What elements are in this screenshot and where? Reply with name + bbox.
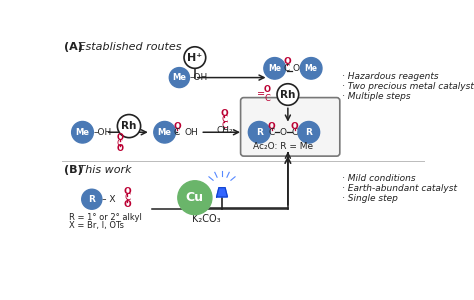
Text: O: O xyxy=(220,109,228,118)
Text: Established routes: Established routes xyxy=(75,42,181,52)
Text: O: O xyxy=(264,85,271,94)
Text: This work: This work xyxy=(75,165,131,175)
Text: C: C xyxy=(221,115,228,124)
Circle shape xyxy=(118,115,141,138)
Circle shape xyxy=(248,122,270,143)
Text: =: = xyxy=(257,89,265,100)
Text: C: C xyxy=(174,128,180,137)
Text: CH₂: CH₂ xyxy=(216,126,233,135)
Text: (A): (A) xyxy=(64,42,83,52)
Text: O: O xyxy=(292,64,299,73)
Text: Me: Me xyxy=(305,64,318,73)
Text: O: O xyxy=(116,144,123,153)
Text: Ac₂O: R = Me: Ac₂O: R = Me xyxy=(253,142,313,151)
Text: Me: Me xyxy=(173,73,186,82)
Text: C: C xyxy=(292,128,298,137)
Text: C: C xyxy=(284,64,290,73)
Text: C: C xyxy=(264,94,270,103)
Text: C: C xyxy=(124,193,130,202)
Text: O: O xyxy=(291,122,299,130)
Text: Me: Me xyxy=(158,128,172,137)
Circle shape xyxy=(277,84,299,105)
Text: Rh: Rh xyxy=(121,121,137,131)
Text: · Two precious metal catalysts: · Two precious metal catalysts xyxy=(342,82,474,91)
Text: · Mild conditions: · Mild conditions xyxy=(342,174,416,183)
FancyBboxPatch shape xyxy=(241,98,340,156)
Text: C: C xyxy=(221,121,228,130)
Text: OH: OH xyxy=(185,128,199,137)
Text: K₂CO₃: K₂CO₃ xyxy=(192,214,221,224)
Text: Me: Me xyxy=(268,64,281,73)
Text: · Multiple steps: · Multiple steps xyxy=(342,92,411,100)
Text: O: O xyxy=(124,200,131,209)
Polygon shape xyxy=(217,188,228,197)
Text: R: R xyxy=(305,128,312,137)
Circle shape xyxy=(154,122,175,143)
Text: – X: – X xyxy=(102,195,115,204)
Text: O: O xyxy=(116,133,123,142)
Text: Rh: Rh xyxy=(280,89,296,100)
Circle shape xyxy=(178,181,212,214)
Text: Me: Me xyxy=(75,128,90,137)
Text: R: R xyxy=(256,128,263,137)
Text: O: O xyxy=(124,187,131,196)
Circle shape xyxy=(184,47,206,68)
Text: (B): (B) xyxy=(64,165,82,175)
Text: H⁺: H⁺ xyxy=(187,52,202,63)
Circle shape xyxy=(72,122,93,143)
Text: O: O xyxy=(173,122,181,130)
Text: O: O xyxy=(283,57,291,66)
Circle shape xyxy=(82,189,102,209)
Circle shape xyxy=(300,58,322,79)
Text: R = 1° or 2° alkyl: R = 1° or 2° alkyl xyxy=(69,213,141,222)
Text: O: O xyxy=(280,128,287,137)
Text: C: C xyxy=(117,139,123,148)
Text: R: R xyxy=(88,195,95,204)
Text: X = Br, I, OTs: X = Br, I, OTs xyxy=(69,221,124,230)
Text: –OH: –OH xyxy=(190,73,208,82)
Text: · Hazardous reagents: · Hazardous reagents xyxy=(342,71,439,80)
Circle shape xyxy=(264,58,285,79)
Text: O: O xyxy=(268,122,275,130)
Text: C: C xyxy=(268,128,275,137)
Text: · Earth-abundant catalyst: · Earth-abundant catalyst xyxy=(342,184,457,193)
Text: –OH: –OH xyxy=(93,128,111,137)
Circle shape xyxy=(169,68,190,88)
Circle shape xyxy=(298,122,319,143)
Text: · Single step: · Single step xyxy=(342,194,398,203)
Text: Cu: Cu xyxy=(186,191,204,204)
